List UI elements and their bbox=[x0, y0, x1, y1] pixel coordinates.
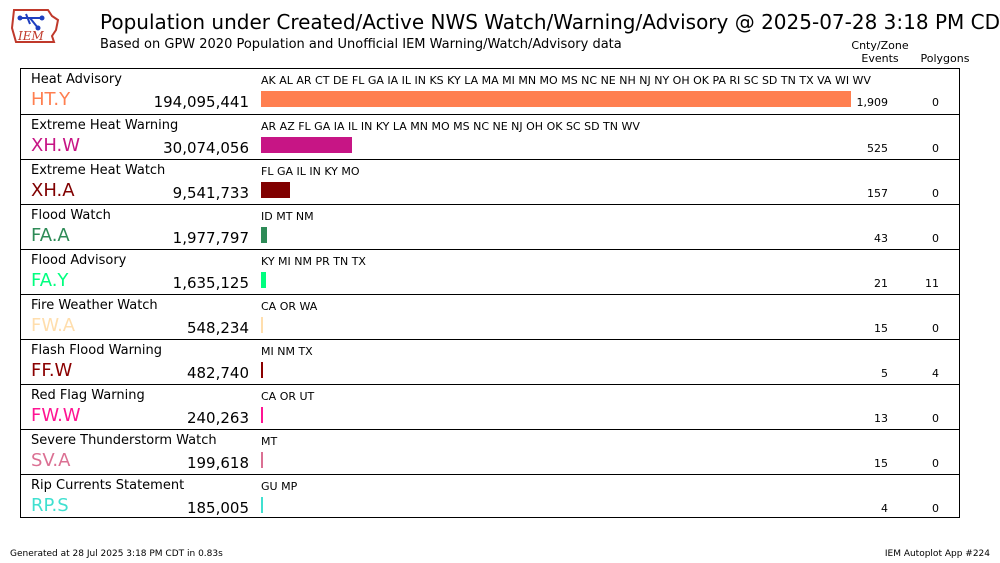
states-list: GU MP bbox=[261, 480, 298, 493]
events-count: 13 bbox=[874, 412, 888, 425]
phenomena-code: FW.W bbox=[31, 405, 81, 426]
population-value: 194,095,441 bbox=[153, 93, 249, 111]
polygons-count: 0 bbox=[932, 457, 939, 470]
phenomena-code: RP.S bbox=[31, 495, 69, 516]
phenomena-name: Flood Watch bbox=[31, 208, 111, 223]
population-bar bbox=[261, 497, 263, 513]
states-list: AR AZ FL GA IA IL IN KY LA MN MO MS NC N… bbox=[261, 120, 640, 133]
table-row: Flash Flood Warning FF.W 482,740 MI NM TX 5 4 bbox=[21, 339, 959, 384]
logo-text: IEM bbox=[17, 29, 45, 43]
events-header-line1: Cnty/Zone bbox=[851, 39, 909, 52]
population-bar bbox=[261, 227, 267, 243]
population-bar bbox=[261, 182, 290, 198]
events-column-header: Cnty/Zone Events bbox=[840, 39, 920, 65]
population-value: 1,635,125 bbox=[172, 274, 249, 292]
table-row: Fire Weather Watch FW.A 548,234 CA OR WA 15 0 bbox=[21, 294, 959, 339]
population-value: 240,263 bbox=[186, 409, 249, 427]
phenomena-name: Extreme Heat Warning bbox=[31, 118, 179, 133]
population-value: 9,541,733 bbox=[172, 184, 249, 202]
states-list: KY MI NM PR TN TX bbox=[261, 255, 366, 268]
generated-footer: Generated at 28 Jul 2025 3:18 PM CDT in … bbox=[10, 549, 223, 559]
population-bar bbox=[261, 272, 266, 288]
phenomena-name: Flash Flood Warning bbox=[31, 343, 163, 358]
polygons-count: 0 bbox=[932, 412, 939, 425]
population-value: 30,074,056 bbox=[163, 139, 249, 157]
phenomena-name: Fire Weather Watch bbox=[31, 298, 158, 313]
phenomena-code: XH.A bbox=[31, 180, 75, 201]
polygons-count: 0 bbox=[932, 187, 939, 200]
population-bar bbox=[261, 317, 263, 333]
population-value: 199,618 bbox=[186, 454, 249, 472]
table-row: Rip Currents Statement RP.S 185,005 GU MP 4 0 bbox=[21, 474, 959, 519]
events-count: 1,909 bbox=[856, 96, 889, 109]
events-count: 43 bbox=[874, 232, 888, 245]
polygons-count: 11 bbox=[925, 277, 939, 290]
app-footer: IEM Autoplot App #224 bbox=[884, 549, 990, 559]
events-count: 5 bbox=[881, 367, 888, 380]
polygons-count: 0 bbox=[932, 502, 939, 515]
phenomena-name: Rip Currents Statement bbox=[31, 478, 185, 493]
states-list: MI NM TX bbox=[261, 345, 313, 358]
states-list: ID MT NM bbox=[261, 210, 314, 223]
population-value: 482,740 bbox=[186, 364, 249, 382]
polygons-count: 0 bbox=[932, 232, 939, 245]
events-count: 525 bbox=[867, 142, 888, 155]
population-bar bbox=[261, 137, 353, 153]
states-list: CA OR WA bbox=[261, 300, 318, 313]
table-row: Heat Advisory HT.Y 194,095,441 AK AL AR CT … bbox=[21, 69, 959, 114]
phenomena-code: XH.W bbox=[31, 135, 81, 156]
table-row: Extreme Heat Warning XH.W 30,074,056 AR AZ … bbox=[21, 114, 959, 159]
table-row: Extreme Heat Watch XH.A 9,541,733 FL GA IL … bbox=[21, 159, 959, 204]
phenomena-name: Extreme Heat Watch bbox=[31, 163, 166, 178]
polygons-column-header: Polygons bbox=[920, 52, 970, 65]
phenomena-name: Severe Thunderstorm Watch bbox=[31, 433, 217, 448]
population-bar bbox=[261, 362, 263, 378]
events-count: 21 bbox=[874, 277, 888, 290]
chart-title: Population under Created/Active NWS Watc… bbox=[100, 10, 1000, 34]
states-list: MT bbox=[261, 435, 278, 448]
events-count: 157 bbox=[867, 187, 888, 200]
phenomena-name: Heat Advisory bbox=[31, 72, 122, 87]
population-bar bbox=[261, 452, 263, 468]
phenomena-code: FF.W bbox=[31, 360, 73, 381]
states-list: CA OR UT bbox=[261, 390, 315, 403]
events-count: 15 bbox=[874, 322, 888, 335]
phenomena-code: HT.Y bbox=[31, 89, 71, 110]
iem-logo: IEM bbox=[10, 9, 60, 43]
phenomena-code: FW.A bbox=[31, 315, 76, 336]
table-row: Severe Thunderstorm Watch SV.A 199,618 MT 15… bbox=[21, 429, 959, 474]
polygons-count: 0 bbox=[932, 96, 939, 109]
chart-subtitle: Based on GPW 2020 Population and Unoffic… bbox=[100, 37, 622, 52]
polygons-count: 4 bbox=[932, 367, 939, 380]
table-row: Flood Advisory FA.Y 1,635,125 KY MI NM PR T… bbox=[21, 249, 959, 294]
states-list: AK AL AR CT DE FL GA IA IL IN KS KY LA M… bbox=[261, 74, 871, 87]
phenomena-code: FA.A bbox=[31, 225, 70, 246]
polygons-count: 0 bbox=[932, 142, 939, 155]
table-row: Red Flag Warning FW.W 240,263 CA OR UT 13 0 bbox=[21, 384, 959, 429]
states-list: FL GA IL IN KY MO bbox=[261, 165, 360, 178]
population-bar bbox=[261, 91, 851, 107]
phenomena-name: Red Flag Warning bbox=[31, 388, 145, 403]
polygons-count: 0 bbox=[932, 322, 939, 335]
population-table: Heat Advisory HT.Y 194,095,441 AK AL AR CT … bbox=[20, 68, 960, 518]
table-row: Flood Watch FA.A 1,977,797 ID MT NM 43 0 bbox=[21, 204, 959, 249]
events-count: 4 bbox=[881, 502, 888, 515]
phenomena-name: Flood Advisory bbox=[31, 253, 127, 268]
population-value: 548,234 bbox=[186, 319, 249, 337]
population-value: 1,977,797 bbox=[172, 229, 249, 247]
events-count: 15 bbox=[874, 457, 888, 470]
phenomena-code: FA.Y bbox=[31, 270, 69, 291]
population-bar bbox=[261, 407, 263, 423]
events-header-line2: Events bbox=[861, 52, 899, 65]
population-value: 185,005 bbox=[186, 499, 249, 517]
phenomena-code: SV.A bbox=[31, 450, 71, 471]
